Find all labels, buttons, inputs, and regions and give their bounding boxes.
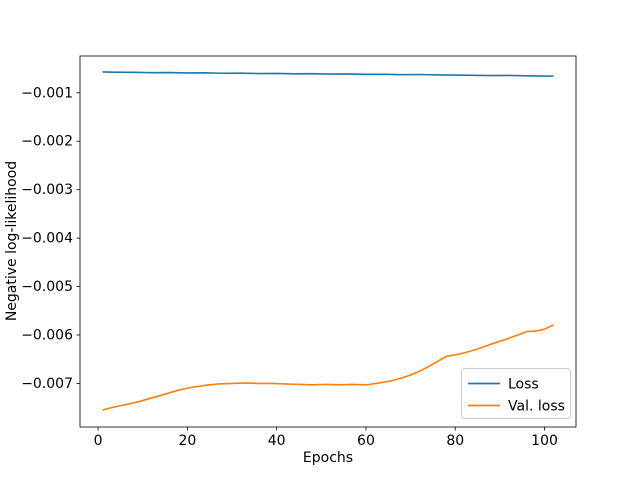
y-tick-label: −0.002 — [21, 134, 73, 150]
y-tick-label: −0.006 — [21, 327, 73, 343]
legend-label-val-loss: Val. loss — [508, 399, 565, 415]
series-line-val-loss — [102, 324, 554, 411]
y-tick-label: −0.004 — [21, 231, 73, 247]
x-tick-label: 40 — [268, 433, 286, 449]
y-tick-label: −0.003 — [21, 182, 73, 198]
x-tick-label: 100 — [531, 433, 558, 449]
x-axis-ticks: 0 20 40 60 80 100 — [94, 427, 558, 449]
plot-series — [102, 71, 554, 411]
x-tick-label: 20 — [178, 433, 196, 449]
plot-border — [79, 55, 577, 428]
y-tick-label: −0.001 — [21, 85, 73, 101]
x-tick-label: 60 — [357, 433, 375, 449]
x-tick-label: 0 — [94, 433, 103, 449]
legend-entry-loss: Loss — [468, 377, 539, 393]
x-tick-label: 80 — [446, 433, 464, 449]
legend: Loss Val. loss — [461, 368, 571, 419]
series-line-loss — [102, 71, 554, 77]
legend-label-loss: Loss — [508, 377, 539, 393]
legend-entry-val-loss: Val. loss — [468, 399, 565, 415]
y-axis-label: Negative log-likelihood — [4, 161, 20, 321]
y-tick-label: −0.005 — [21, 279, 73, 295]
y-axis-ticks: −0.001 −0.002 −0.003 −0.004 −0.005 −0.006 −0.0… — [21, 85, 80, 392]
x-axis-label: Epochs — [303, 450, 353, 466]
y-tick-label: −0.007 — [21, 376, 73, 392]
